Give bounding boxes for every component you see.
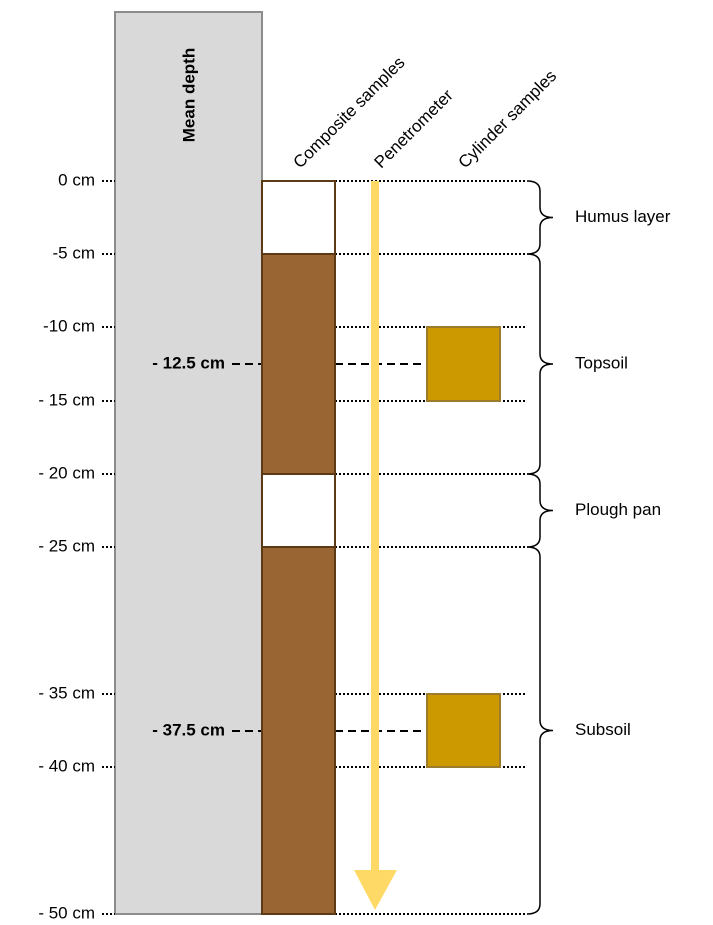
depth-label: - 40 cm xyxy=(38,756,95,775)
depth-label: -10 cm xyxy=(43,316,95,335)
layer-brace xyxy=(526,473,554,548)
depth-label: - 50 cm xyxy=(38,903,95,922)
depth-label: 0 cm xyxy=(58,170,95,189)
sample-depth-label: - 37.5 cm xyxy=(152,720,225,739)
layer-label: Subsoil xyxy=(575,720,631,739)
depth-label: - 35 cm xyxy=(38,683,95,702)
depth-label: - 25 cm xyxy=(38,536,95,555)
layer-label: Topsoil xyxy=(575,353,628,372)
column-header: Penetrometer xyxy=(371,85,458,172)
cylinder-sample xyxy=(426,326,501,402)
penetrometer-head xyxy=(354,870,397,910)
layer-label: Humus layer xyxy=(575,207,671,226)
layer-label: Plough pan xyxy=(575,500,661,519)
composite-sample xyxy=(261,546,336,915)
layer-brace xyxy=(526,253,554,475)
mean-depth-column xyxy=(114,11,263,915)
layer-brace xyxy=(526,546,554,915)
cylinder-sample xyxy=(426,693,501,768)
layer-brace xyxy=(526,180,554,255)
depth-label: -5 cm xyxy=(53,243,96,262)
composite-sample xyxy=(261,253,336,475)
column-header: Cylinder samples xyxy=(455,66,561,172)
depth-label: - 20 cm xyxy=(38,463,95,482)
composite-gap xyxy=(261,473,336,548)
sample-depth-label: - 12.5 cm xyxy=(152,353,225,372)
composite-gap xyxy=(261,180,336,255)
depth-label: - 15 cm xyxy=(38,390,95,409)
column-header: Mean depth xyxy=(179,48,198,142)
